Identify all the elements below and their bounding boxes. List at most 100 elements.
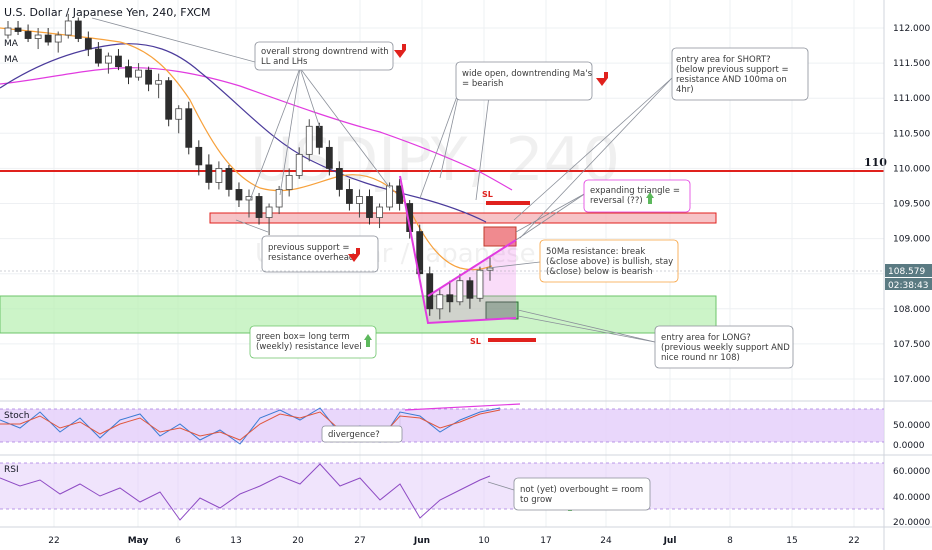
- candle-body: [155, 80, 163, 85]
- red-down-arrow-icon: [348, 248, 360, 262]
- candle-body: [64, 20, 72, 36]
- candle-body: [456, 280, 464, 303]
- timer-value: 02:38:43: [888, 281, 928, 291]
- candle-body: [115, 55, 122, 68]
- callout-long-line-1: entry area for LONG?: [661, 333, 751, 343]
- time-tick-label: Jun: [413, 536, 430, 546]
- price-tick-label: 112.000: [893, 24, 930, 34]
- candle-body: [94, 48, 102, 64]
- time-tick-label: 27: [354, 536, 365, 546]
- rsi-band: [0, 463, 884, 509]
- callout-lines: [91, 17, 673, 440]
- candle-body: [205, 164, 213, 183]
- candle-body: [416, 231, 424, 275]
- price-tick-label: 109.500: [893, 200, 930, 210]
- candle-body: [255, 196, 263, 218]
- callout-short-line-2: (below previous support =: [676, 65, 789, 75]
- stoch-label[interactable]: Stoch: [4, 411, 29, 421]
- ma-magenta-line: [0, 67, 513, 191]
- ma-label-2[interactable]: MA: [4, 55, 19, 65]
- rsi-axis-40: 40.0000: [893, 493, 930, 503]
- callout-divergence-text: divergence?: [328, 430, 380, 440]
- triangle-lines: [399, 175, 517, 325]
- time-axis[interactable]: 22 May 6 13 20 27 Jun 10 17 24 Jul 8 15 22: [48, 536, 859, 546]
- rsi-label[interactable]: RSI: [4, 465, 19, 475]
- timer-tag[interactable]: [885, 278, 932, 290]
- price-tick-label: 111.500: [893, 59, 930, 69]
- callout-long[interactable]: entry area for LONG? (previous weekly su…: [654, 325, 794, 369]
- price-axis[interactable]: 112.000 111.500 111.000 110.500 110.000 109.5…: [893, 24, 930, 385]
- time-tick-label: 13: [230, 536, 241, 546]
- short-entry-box[interactable]: [483, 226, 517, 247]
- callout-wide-open-line-1: wide open, downtrending Ma's: [462, 69, 593, 79]
- stoch-axis-50: 50.0000: [893, 421, 930, 431]
- candle-body: [135, 69, 142, 78]
- candle-body: [125, 66, 132, 78]
- candles: [4, 13, 494, 320]
- stoch-divergence-line: [404, 403, 521, 411]
- callout-short[interactable]: entry area for SHORT? (below previous su…: [671, 47, 809, 101]
- candle-body: [466, 280, 474, 299]
- time-tick-label: 22: [848, 536, 859, 546]
- callout-downtrend[interactable]: overall strong downtrend with LL and LHs: [254, 41, 394, 71]
- stoch-d-line: [0, 409, 501, 441]
- stoch-k-line: [0, 407, 501, 445]
- candle-body: [305, 125, 313, 155]
- callout-short-line-1: entry area for SHORT?: [676, 55, 771, 65]
- callout-prev-support-line-1: previous support =: [268, 243, 350, 253]
- callout-downtrend-line-2: LL and LHs: [261, 57, 308, 67]
- ma-fast-line: [0, 27, 493, 271]
- callout-long-line-3: nice round nr 108): [661, 353, 740, 363]
- candle-body: [54, 34, 62, 43]
- rsi-line: [0, 463, 491, 521]
- green-up-arrow-icon: [646, 192, 654, 204]
- callout-rsi[interactable]: not (yet) overbought = room to grow: [513, 477, 651, 511]
- price-tick-label: 107.500: [893, 340, 930, 350]
- time-tick-label: 10: [478, 536, 490, 546]
- green-up-arrow-icon: [364, 334, 372, 347]
- callout-prev-support[interactable]: previous support = resistance overhead: [261, 235, 379, 273]
- time-tick-label: 17: [540, 536, 551, 546]
- candle-body: [215, 167, 223, 183]
- candle-body: [476, 269, 484, 299]
- callout-short-line-4: 4hr): [676, 85, 694, 95]
- candle-body: [165, 80, 173, 120]
- sl-short-bar[interactable]: [486, 201, 530, 205]
- callout-short-line-3: resistance AND 100ma on: [676, 75, 787, 85]
- callout-prev-support-line-2: resistance overhead: [268, 253, 354, 263]
- symbol-title[interactable]: U.S. Dollar / Japanese Yen, 240, FXCM: [4, 6, 210, 19]
- time-tick-label: 24: [600, 536, 612, 546]
- candle-body: [4, 27, 12, 36]
- time-tick-label: 22: [48, 536, 59, 546]
- time-tick-label: Jul: [663, 536, 677, 546]
- candle-body: [74, 20, 82, 39]
- last-price-value: 108.579: [888, 267, 925, 277]
- ma-label-1[interactable]: MA: [4, 39, 19, 49]
- callout-green-box[interactable]: green box= long term (weekly) resistance…: [249, 325, 377, 359]
- previous-support-zone[interactable]: [209, 212, 717, 224]
- price-tick-label: 111.000: [893, 94, 930, 104]
- sl-long-bar[interactable]: [488, 338, 536, 342]
- sl-long-label: SL: [470, 337, 481, 346]
- candle-body: [335, 167, 343, 190]
- price-tick-label: 107.000: [893, 375, 930, 385]
- callout-green-box-line-1: green box= long term: [256, 332, 350, 342]
- candle-body: [235, 189, 243, 201]
- callout-ma50[interactable]: 50Ma resistance: break (&close above) is…: [539, 239, 679, 283]
- candle-body: [315, 125, 323, 148]
- price-tick-label: 110.000: [893, 164, 930, 174]
- callout-triangle[interactable]: expanding triangle = reversal (??): [583, 179, 691, 213]
- callout-rsi-line-1: not (yet) overbought = room: [520, 485, 643, 495]
- last-price-tag[interactable]: [885, 264, 932, 277]
- watermark: USDJPY, 240: [250, 125, 620, 195]
- rsi-axis-20: 20.0000: [893, 518, 930, 528]
- callout-wide-open[interactable]: wide open, downtrending Ma's = bearish: [455, 61, 593, 101]
- price-tick-label: 108.000: [893, 305, 930, 315]
- time-tick-label: 15: [786, 536, 797, 546]
- callout-divergence[interactable]: divergence?: [321, 425, 403, 443]
- callout-wide-open-line-2: = bearish: [462, 79, 503, 89]
- red-down-arrow-icon: [596, 72, 608, 86]
- callout-long-line-2: (previous weekly support AND: [661, 343, 790, 353]
- callout-triangle-line-2: reversal (??): [590, 196, 643, 206]
